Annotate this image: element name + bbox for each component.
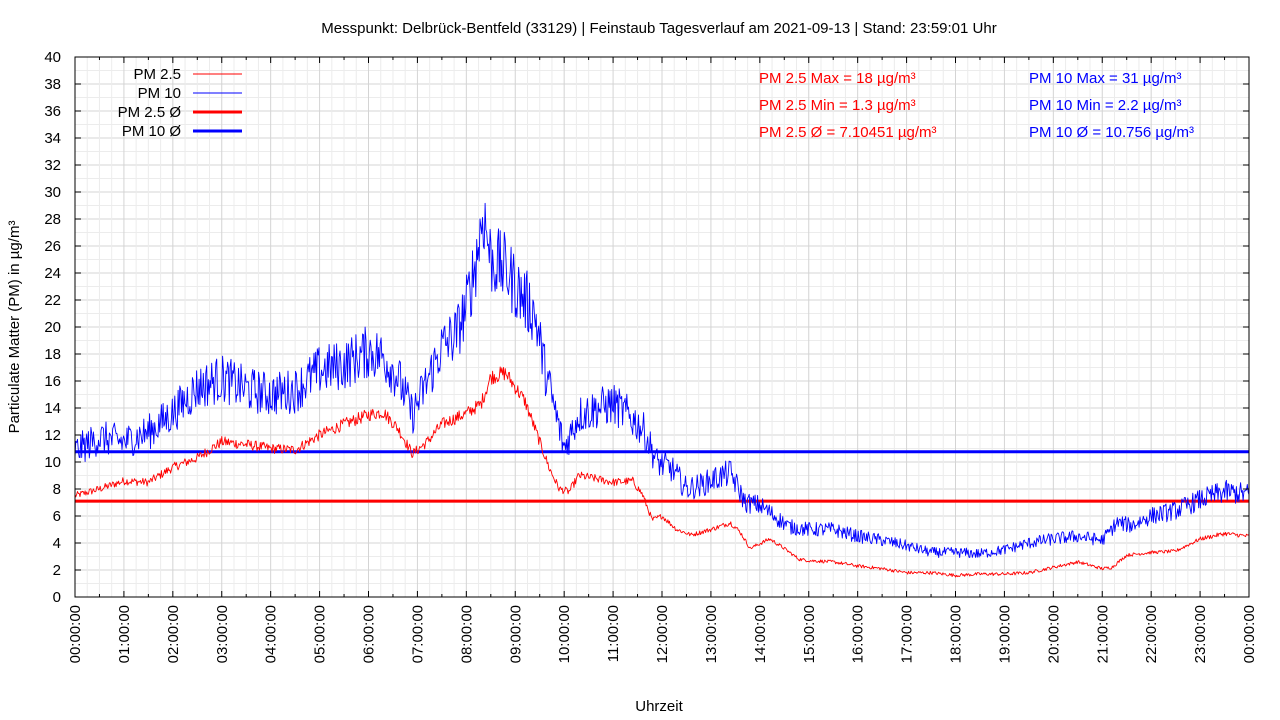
x-tick-label: 16:00:00 — [850, 605, 867, 663]
stat-pm10: PM 10 Max = 31 µg/m³ — [1029, 70, 1181, 87]
y-tick-label: 4 — [53, 535, 61, 552]
x-tick-label: 10:00:00 — [556, 605, 573, 663]
stat-pm10: PM 10 Ø = 10.756 µg/m³ — [1029, 124, 1194, 141]
stat-pm25: PM 2.5 Max = 18 µg/m³ — [759, 70, 916, 87]
x-tick-label: 23:00:00 — [1192, 605, 1209, 663]
y-tick-label: 8 — [53, 481, 61, 498]
x-tick-label: 19:00:00 — [996, 605, 1013, 663]
x-tick-label: 11:00:00 — [605, 605, 622, 662]
x-tick-label: 22:00:00 — [1143, 605, 1160, 663]
y-tick-label: 6 — [53, 508, 61, 525]
grid-layer — [75, 57, 1249, 597]
y-tick-label: 24 — [44, 265, 61, 282]
series-layer — [74, 202, 1250, 578]
x-tick-label: 00:00:00 — [1241, 605, 1258, 663]
y-tick-label: 22 — [44, 292, 61, 309]
x-tick-label: 09:00:00 — [507, 605, 524, 663]
tick-layer — [74, 56, 1250, 598]
y-tick-label: 28 — [44, 211, 61, 228]
stat-pm25: PM 2.5 Min = 1.3 µg/m³ — [759, 97, 916, 114]
x-tick-label: 03:00:00 — [214, 605, 231, 663]
x-tick-label: 12:00:00 — [654, 605, 671, 663]
y-axis-label: Particulate Matter (PM) in µg/m³ — [6, 221, 23, 434]
x-tick-label: 06:00:00 — [361, 605, 378, 663]
series-line-pm-10 — [74, 202, 1250, 559]
y-tick-label: 36 — [44, 103, 61, 120]
y-tick-label: 34 — [44, 130, 61, 147]
y-tick-label: 16 — [44, 373, 61, 390]
y-tick-label: 20 — [44, 319, 61, 336]
legend-label: PM 10 Ø — [122, 123, 182, 140]
series-line-pm-2.5 — [74, 366, 1250, 578]
x-tick-label: 00:00:00 — [67, 605, 84, 663]
x-tick-label: 18:00:00 — [948, 605, 965, 663]
y-tick-label: 10 — [44, 454, 61, 471]
x-tick-label: 13:00:00 — [703, 605, 720, 663]
x-tick-labels: 00:00:00 01:00:00 02:00:00 03:00:00 04:00:00… — [67, 605, 1258, 663]
legend-label: PM 2.5 — [133, 66, 181, 83]
x-tick-label: 04:00:00 — [263, 605, 280, 663]
x-tick-label: 05:00:00 — [312, 605, 329, 663]
x-tick-label: 20:00:00 — [1045, 605, 1062, 663]
x-tick-label: 07:00:00 — [409, 605, 426, 663]
y-tick-label: 32 — [44, 157, 61, 174]
legend-label: PM 10 — [138, 85, 181, 102]
stat-pm25: PM 2.5 Ø = 7.10451 µg/m³ — [759, 124, 936, 141]
legend-label: PM 2.5 Ø — [118, 104, 182, 121]
chart-title: Messpunkt: Delbrück-Bentfeld (33129) | F… — [321, 20, 996, 37]
y-tick-label: 14 — [44, 400, 61, 417]
y-tick-label: 26 — [44, 238, 61, 255]
stats-pm10: PM 10 Max = 31 µg/m³ PM 10 Min = 2.2 µg/m… — [1029, 70, 1194, 141]
average-lines-layer — [75, 450, 1249, 503]
stat-pm10: PM 10 Min = 2.2 µg/m³ — [1029, 97, 1181, 114]
y-tick-label: 38 — [44, 76, 61, 93]
y-tick-label: 40 — [44, 49, 61, 66]
x-axis-label: Uhrzeit — [635, 698, 683, 715]
legend: PM 2.5 PM 10 PM 2.5 Ø PM 10 Ø — [118, 66, 242, 140]
y-tick-label: 12 — [44, 427, 61, 444]
x-tick-label: 01:00:00 — [116, 605, 133, 663]
x-tick-label: 08:00:00 — [458, 605, 475, 663]
x-tick-label: 14:00:00 — [752, 605, 769, 663]
y-tick-label: 2 — [53, 562, 61, 579]
x-tick-label: 17:00:00 — [899, 605, 916, 663]
stats-pm25: PM 2.5 Max = 18 µg/m³ PM 2.5 Min = 1.3 µg… — [759, 70, 936, 141]
x-tick-label: 21:00:00 — [1094, 605, 1111, 663]
y-tick-label: 0 — [53, 589, 61, 606]
x-tick-label: 02:00:00 — [165, 605, 182, 663]
x-tick-label: 15:00:00 — [801, 605, 818, 663]
y-tick-label: 18 — [44, 346, 61, 363]
y-tick-label: 30 — [44, 184, 61, 201]
